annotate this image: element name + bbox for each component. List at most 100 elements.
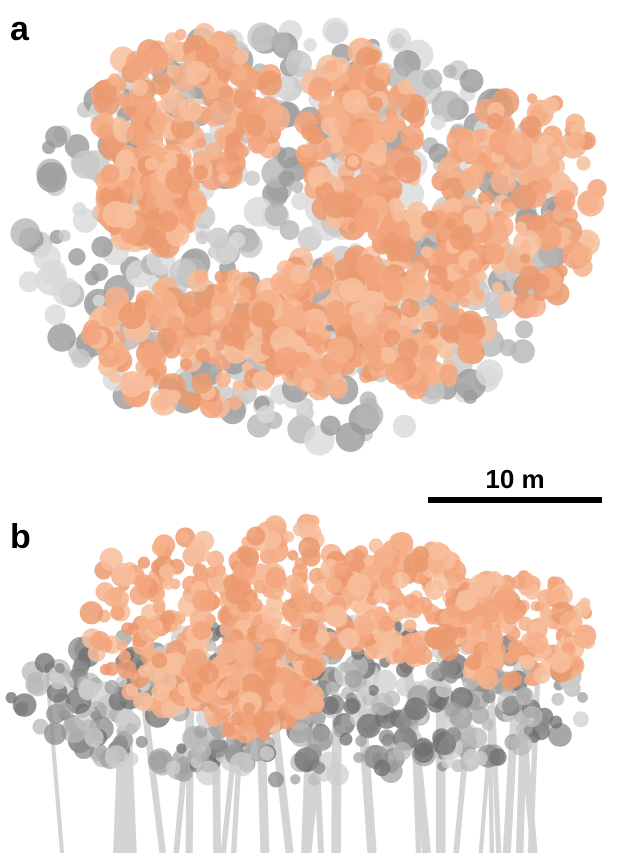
leaf-cluster	[576, 156, 591, 171]
leaf-cluster	[373, 547, 394, 568]
leaf-cluster	[108, 588, 130, 610]
leaf-cluster	[493, 588, 517, 612]
leaf-cluster	[430, 114, 446, 130]
leaf-cluster	[387, 27, 412, 53]
leaf-cluster	[347, 155, 360, 168]
leaf-cluster	[144, 157, 159, 171]
leaf-cluster	[120, 372, 135, 386]
leaf-cluster	[247, 133, 269, 154]
leaf-cluster	[151, 682, 170, 701]
leaf-cluster	[141, 48, 168, 75]
leaf-cluster	[70, 348, 91, 368]
leaf-cluster	[569, 232, 580, 244]
leaf-cluster	[309, 318, 324, 334]
leaf-cluster	[449, 226, 474, 251]
leaf-cluster	[118, 650, 131, 663]
leaf-cluster	[572, 711, 589, 728]
leaf-cluster	[78, 679, 99, 701]
leaf-cluster	[403, 647, 421, 665]
leaf-cluster	[397, 338, 419, 360]
leaf-cluster	[373, 587, 390, 604]
panel-label: a	[10, 10, 30, 48]
leaf-cluster	[218, 96, 236, 114]
leaf-cluster	[121, 622, 135, 636]
leaf-cluster	[364, 645, 379, 660]
leaf-cluster	[425, 661, 444, 680]
leaf-cluster	[176, 530, 190, 543]
leaf-cluster	[367, 227, 382, 241]
leaf-cluster	[216, 642, 238, 664]
leaf-cluster	[571, 658, 583, 671]
leaf-cluster	[232, 126, 245, 139]
leaf-cluster	[404, 697, 428, 721]
leaf-cluster	[96, 123, 114, 141]
leaf-cluster	[566, 131, 586, 151]
leaf-cluster	[264, 203, 288, 227]
leaf-cluster	[150, 74, 171, 96]
leaf-cluster	[577, 691, 588, 703]
leaf-cluster	[118, 302, 146, 330]
leaf-cluster	[292, 522, 307, 537]
leaf-cluster	[477, 152, 489, 163]
leaf-cluster	[501, 294, 516, 309]
leaf-cluster	[573, 628, 594, 649]
leaf-cluster	[431, 90, 464, 122]
leaf-cluster	[110, 605, 126, 621]
leaf-cluster	[301, 547, 321, 567]
leaf-cluster	[364, 313, 376, 325]
leaf-cluster	[546, 140, 567, 161]
leaf-cluster	[441, 177, 466, 202]
leaf-cluster	[570, 244, 593, 267]
leaf-cluster	[310, 171, 326, 187]
leaf-cluster	[451, 277, 471, 297]
leaf-cluster	[229, 752, 254, 777]
leaf-cluster	[228, 395, 243, 411]
leaf-cluster	[353, 206, 380, 233]
leaf-cluster	[422, 69, 443, 90]
leaf-cluster	[347, 64, 368, 84]
leaf-cluster	[486, 112, 504, 130]
leaf-cluster	[214, 270, 228, 284]
leaf-cluster	[414, 331, 431, 348]
leaf-cluster	[358, 685, 370, 697]
leaf-cluster	[386, 106, 398, 118]
leaf-cluster	[160, 700, 179, 719]
leaf-cluster	[244, 170, 261, 186]
leaf-cluster	[250, 301, 275, 325]
leaf-cluster	[156, 327, 177, 349]
leaf-cluster	[531, 216, 547, 231]
leaf-cluster	[549, 650, 572, 673]
leaf-cluster	[253, 711, 274, 732]
leaf-cluster	[434, 623, 458, 647]
leaf-cluster	[227, 268, 241, 282]
leaf-cluster	[43, 722, 67, 745]
leaf-cluster	[417, 305, 439, 327]
leaf-cluster	[152, 121, 165, 135]
leaf-cluster	[99, 663, 112, 676]
leaf-cluster	[488, 640, 501, 654]
leaf-cluster	[192, 164, 209, 181]
leaf-cluster	[439, 658, 458, 678]
leaf-cluster	[34, 652, 55, 673]
leaf-cluster	[363, 555, 374, 567]
leaf-cluster	[232, 48, 249, 65]
leaf-cluster	[220, 323, 244, 347]
leaf-cluster	[192, 589, 215, 613]
leaf-cluster	[236, 545, 252, 561]
leaf-cluster	[101, 307, 122, 328]
leaf-cluster	[36, 162, 67, 193]
leaf-cluster	[484, 243, 505, 265]
leaf-cluster	[195, 137, 207, 149]
leaf-cluster	[535, 224, 562, 251]
leaf-cluster	[413, 742, 434, 763]
leaf-cluster	[193, 745, 204, 756]
leaf-cluster	[300, 618, 319, 637]
leaf-cluster	[179, 358, 193, 371]
leaf-cluster	[149, 313, 162, 327]
leaf-cluster	[379, 570, 399, 591]
leaf-cluster	[289, 722, 314, 747]
leaf-cluster	[207, 227, 230, 250]
leaf-cluster	[267, 771, 284, 788]
leaf-cluster	[392, 414, 417, 438]
leaf-cluster	[356, 713, 382, 739]
